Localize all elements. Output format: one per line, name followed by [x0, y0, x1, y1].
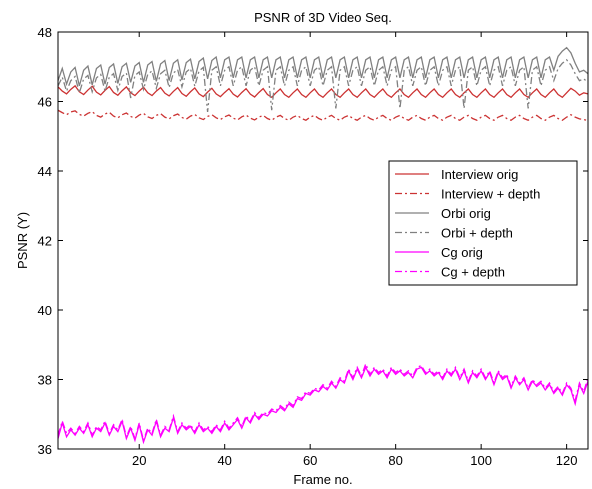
y-tick-label: 42: [38, 234, 52, 249]
x-tick-label: 80: [388, 453, 402, 468]
x-tick-label: 20: [132, 453, 146, 468]
x-tick-label: 120: [556, 453, 578, 468]
legend-entry: Interview orig: [395, 167, 518, 182]
x-axis-label: Frame no.: [293, 472, 352, 487]
legend-box: [388, 160, 578, 286]
x-tick-label: 40: [217, 453, 231, 468]
y-tick-label: 36: [38, 442, 52, 457]
legend-label: Interview + depth: [441, 187, 540, 202]
legend-entry: Orbi + depth: [395, 226, 513, 241]
legend-entry: Cg + depth: [395, 265, 505, 280]
legend-entry: Interview + depth: [395, 187, 540, 202]
series-line-interview-depth: [58, 109, 588, 122]
series-line-interview-orig: [58, 84, 588, 99]
legend-entry: Orbi orig: [395, 206, 491, 221]
x-axis: 20 40 60 80 100 120: [132, 32, 578, 468]
y-tick-label: 38: [38, 373, 52, 388]
y-axis-label: PSNR (Y): [15, 212, 30, 269]
legend-label: Cg + depth: [441, 265, 505, 280]
legend: Interview orig Interview + depth Orbi orig…: [388, 160, 578, 286]
x-tick-label: 100: [470, 453, 492, 468]
legend-entries: Interview orig Interview + depth Orbi orig…: [395, 167, 540, 280]
legend-label: Orbi orig: [441, 206, 491, 221]
series-layer: [58, 46, 588, 445]
series-line-orbi-orig: [58, 46, 588, 87]
legend-label: Orbi + depth: [441, 226, 513, 241]
y-tick-label: 48: [38, 25, 52, 40]
series-line-orbi-depth: [58, 58, 588, 112]
y-tick-label: 46: [38, 95, 52, 110]
chart-title: PSNR of 3D Video Seq.: [254, 10, 392, 25]
series-line-cg-depth: [58, 362, 588, 443]
legend-label: Cg orig: [441, 245, 483, 260]
legend-label: Interview orig: [441, 167, 518, 182]
y-tick-label: 40: [38, 303, 52, 318]
y-tick-label: 44: [38, 164, 52, 179]
legend-entry: Cg orig: [395, 245, 483, 260]
y-axis: 36 38 40 42 44 46 48: [38, 25, 588, 457]
x-tick-label: 60: [303, 453, 317, 468]
